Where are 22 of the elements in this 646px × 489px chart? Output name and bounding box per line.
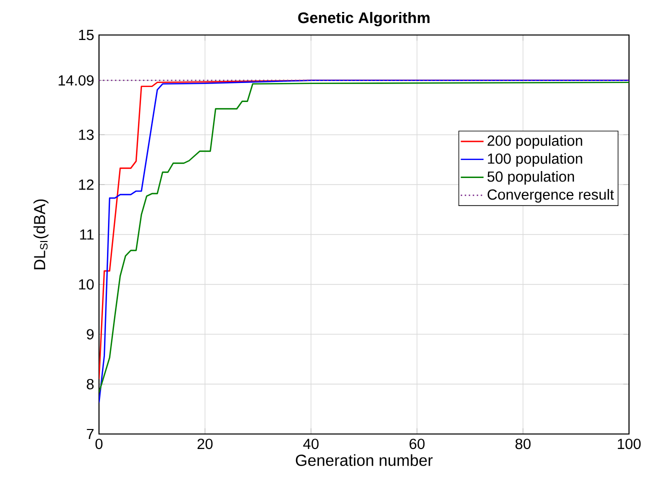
x-tick-label: 60 [410,438,425,450]
y-tick-label: 15 [79,30,94,40]
y-tick-label: 12 [79,180,94,190]
y-tick-label: 13 [79,130,94,140]
x-tick-label: 20 [198,438,213,450]
y-axis-title: DL$_{SI}$(dBA) [34,199,48,270]
y-tick-label: 8 [86,378,94,390]
y-tick-label: 14.09 [58,75,94,86]
chart-title: Genetic Algorithm [298,12,430,26]
legend-label: 200 population [488,135,582,149]
y-tick-label: 9 [86,329,94,340]
x-tick-label: 40 [303,438,319,450]
y-tick-label: 11 [80,229,94,240]
x-axis-title: Generation number [296,454,433,466]
legend-label: 100 population [488,153,582,167]
x-tick-label: 0 [95,438,102,450]
x-tick-label: 80 [515,438,531,450]
x-tick-label: 100 [618,438,641,450]
y-tick-label: 7 [86,428,94,440]
y-tick-label: 10 [79,279,94,290]
legend-label: Convergence result [488,188,614,203]
legend-label: 50 population [487,171,574,185]
